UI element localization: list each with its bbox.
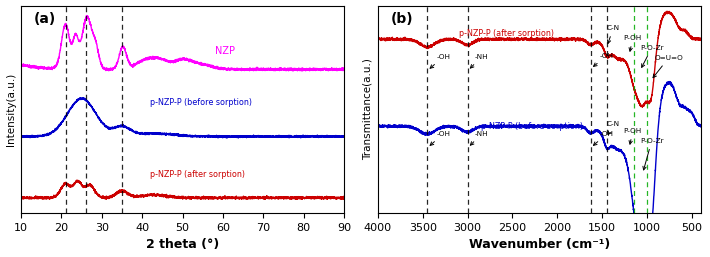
Text: C-N: C-N — [606, 121, 620, 134]
Text: P-O-Zr: P-O-Zr — [640, 45, 664, 67]
X-axis label: 2 theta (°): 2 theta (°) — [146, 238, 219, 251]
Text: P-OH: P-OH — [623, 35, 642, 51]
Text: -OH: -OH — [430, 54, 450, 68]
Text: NZP: NZP — [215, 46, 235, 56]
Text: -NH: -NH — [470, 54, 488, 68]
Text: -NH: -NH — [470, 131, 488, 145]
Y-axis label: Intensity(a.u.): Intensity(a.u.) — [6, 73, 16, 146]
Text: P-OH: P-OH — [623, 128, 642, 144]
Text: -OH: -OH — [594, 53, 613, 66]
Y-axis label: Transmittance(a.u.): Transmittance(a.u.) — [362, 58, 372, 160]
Text: p-NZP-P (before sorption): p-NZP-P (before sorption) — [151, 98, 252, 107]
X-axis label: Wavenumber (cm⁻¹): Wavenumber (cm⁻¹) — [469, 238, 610, 251]
Text: (a): (a) — [34, 12, 56, 26]
Text: -OH: -OH — [594, 131, 613, 145]
Text: C-N: C-N — [606, 25, 620, 43]
Text: -OH: -OH — [430, 131, 450, 145]
Text: (b): (b) — [391, 12, 413, 26]
Text: P-O-Zr: P-O-Zr — [640, 138, 664, 170]
Text: p-NZP-P (after sorption): p-NZP-P (after sorption) — [459, 29, 554, 38]
Text: p-NZP-P (after sorption): p-NZP-P (after sorption) — [151, 170, 246, 179]
Text: O=U=O: O=U=O — [653, 55, 683, 78]
Text: p-NZP-P (before sorption): p-NZP-P (before sorption) — [481, 122, 583, 131]
